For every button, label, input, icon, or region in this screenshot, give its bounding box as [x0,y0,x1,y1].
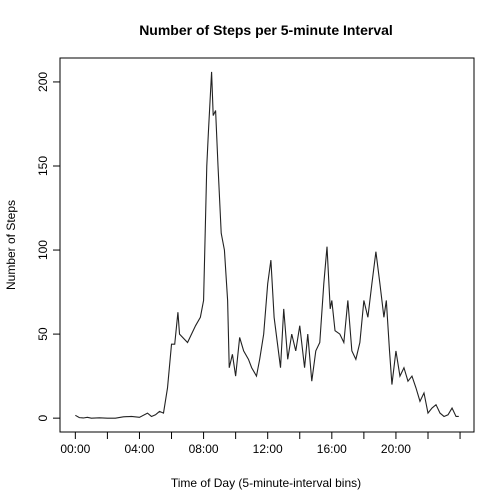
y-tick-label: 150 [36,156,50,176]
y-axis-label: Number of Steps [4,200,18,290]
y-tick-label: 100 [36,240,50,260]
y-tick-label: 0 [36,414,50,421]
x-tick-label: 20:00 [381,442,411,456]
x-tick-label: 08:00 [189,442,219,456]
data-line [75,71,459,419]
x-tick-label: 12:00 [253,442,283,456]
x-tick-label: 00:00 [60,442,90,456]
x-axis-label: Time of Day (5-minute-interval bins) [171,476,361,490]
y-tick-label: 50 [36,327,50,341]
x-tick-label: 16:00 [317,442,347,456]
y-tick-label: 200 [36,72,50,92]
x-tick-label: 04:00 [124,442,154,456]
chart-title: Number of Steps per 5-minute Interval [139,22,393,38]
plot-frame [59,57,475,433]
